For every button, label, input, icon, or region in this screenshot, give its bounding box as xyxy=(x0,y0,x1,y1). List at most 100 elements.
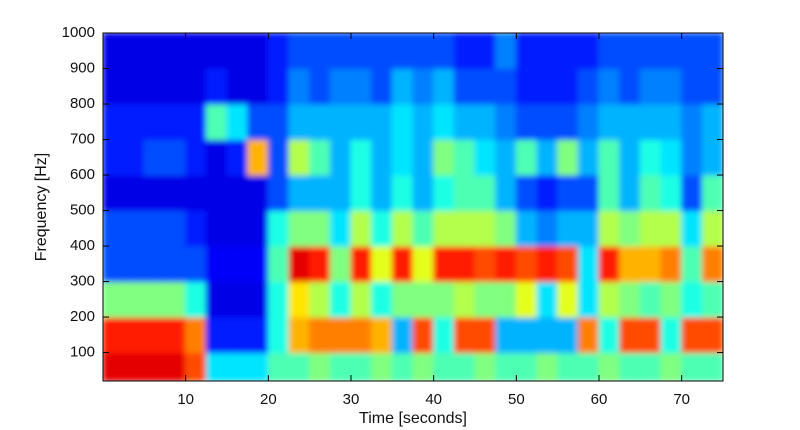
heat-cell xyxy=(103,68,125,105)
heat-cell xyxy=(433,316,455,354)
heat-cell xyxy=(598,245,621,283)
heat-cell xyxy=(329,139,352,176)
heat-cell xyxy=(371,68,393,105)
heat-cell xyxy=(619,281,641,318)
heat-cell xyxy=(329,174,352,212)
heat-cell xyxy=(247,33,269,70)
heat-cell xyxy=(412,281,435,318)
heat-cell xyxy=(350,281,373,318)
heat-cell xyxy=(412,174,435,212)
heat-cell xyxy=(453,139,476,176)
heat-cell xyxy=(619,68,641,105)
heat-cell xyxy=(391,352,414,381)
heat-cell xyxy=(329,352,352,381)
heat-cell xyxy=(226,210,249,247)
heat-cell xyxy=(288,210,311,247)
heat-cell xyxy=(143,103,166,141)
x-axis-label: Time [seconds] xyxy=(359,410,467,427)
heat-cell xyxy=(701,68,723,105)
heat-cell xyxy=(598,352,621,381)
heat-cell xyxy=(515,352,538,381)
heat-cell xyxy=(681,316,703,354)
heat-cell xyxy=(123,139,145,176)
heat-cell xyxy=(495,245,517,283)
heat-cell xyxy=(143,245,166,283)
heat-cell xyxy=(660,210,683,247)
heat-cell xyxy=(474,174,497,212)
heat-cell xyxy=(495,316,517,354)
heat-cell xyxy=(350,245,373,283)
heat-cell xyxy=(577,316,600,354)
heat-cell xyxy=(164,245,187,283)
heat-cell xyxy=(371,352,393,381)
y-tick-label: 800 xyxy=(70,95,95,112)
heat-cell xyxy=(619,174,641,212)
heat-cell xyxy=(288,68,311,105)
heat-cell xyxy=(557,174,579,212)
heat-cell xyxy=(495,33,517,70)
x-tick-label: 50 xyxy=(508,391,525,408)
heat-cell xyxy=(557,281,579,318)
heat-cell xyxy=(185,139,207,176)
heat-cell xyxy=(536,210,559,247)
heat-cell xyxy=(247,281,269,318)
heat-cell xyxy=(619,210,641,247)
heat-cell xyxy=(412,139,435,176)
heat-cell xyxy=(639,68,662,105)
heat-cell xyxy=(557,316,579,354)
heat-cell xyxy=(474,281,497,318)
heat-cell xyxy=(371,281,393,318)
heat-cell xyxy=(619,33,641,70)
heat-cell xyxy=(681,103,703,141)
heat-cell xyxy=(288,281,311,318)
heat-cell xyxy=(350,174,373,212)
heat-cell xyxy=(577,210,600,247)
heat-cell xyxy=(536,245,559,283)
x-tick-label: 30 xyxy=(343,391,360,408)
heat-cell xyxy=(185,210,207,247)
heat-cell xyxy=(309,139,331,176)
heat-cell xyxy=(103,139,125,176)
y-axis-label: Frequency [Hz] xyxy=(33,153,50,261)
heat-cell xyxy=(123,316,145,354)
heat-cell xyxy=(412,316,435,354)
heat-cell xyxy=(660,281,683,318)
heat-cell xyxy=(164,174,187,212)
heat-cell xyxy=(639,245,662,283)
heat-cell xyxy=(205,316,228,354)
y-tick-label: 400 xyxy=(70,237,95,254)
heat-cell xyxy=(329,68,352,105)
heat-cell xyxy=(123,281,145,318)
heat-cell xyxy=(577,33,600,70)
heat-cell xyxy=(226,352,249,381)
heat-cell xyxy=(123,103,145,141)
heat-cell xyxy=(495,103,517,141)
heat-cell xyxy=(515,68,538,105)
heat-cell xyxy=(453,103,476,141)
heat-cell xyxy=(701,210,723,247)
heat-cell xyxy=(515,210,538,247)
heat-cell xyxy=(350,210,373,247)
heat-cell xyxy=(681,210,703,247)
heat-cell xyxy=(226,245,249,283)
heat-cell xyxy=(185,245,207,283)
heat-cell xyxy=(267,68,290,105)
axes-frame xyxy=(102,32,724,382)
heat-cell xyxy=(495,139,517,176)
heat-cell xyxy=(598,281,621,318)
heat-cell xyxy=(619,245,641,283)
heat-cell xyxy=(205,245,228,283)
heat-cell xyxy=(577,245,600,283)
heat-cell xyxy=(205,139,228,176)
heat-cell xyxy=(247,210,269,247)
heat-cell xyxy=(681,68,703,105)
heat-cell xyxy=(701,174,723,212)
heat-cell xyxy=(143,174,166,212)
heat-cell xyxy=(660,33,683,70)
heat-cell xyxy=(185,352,207,381)
heat-cell xyxy=(164,68,187,105)
heat-cell xyxy=(288,33,311,70)
heat-cell xyxy=(226,103,249,141)
heat-cell xyxy=(577,139,600,176)
